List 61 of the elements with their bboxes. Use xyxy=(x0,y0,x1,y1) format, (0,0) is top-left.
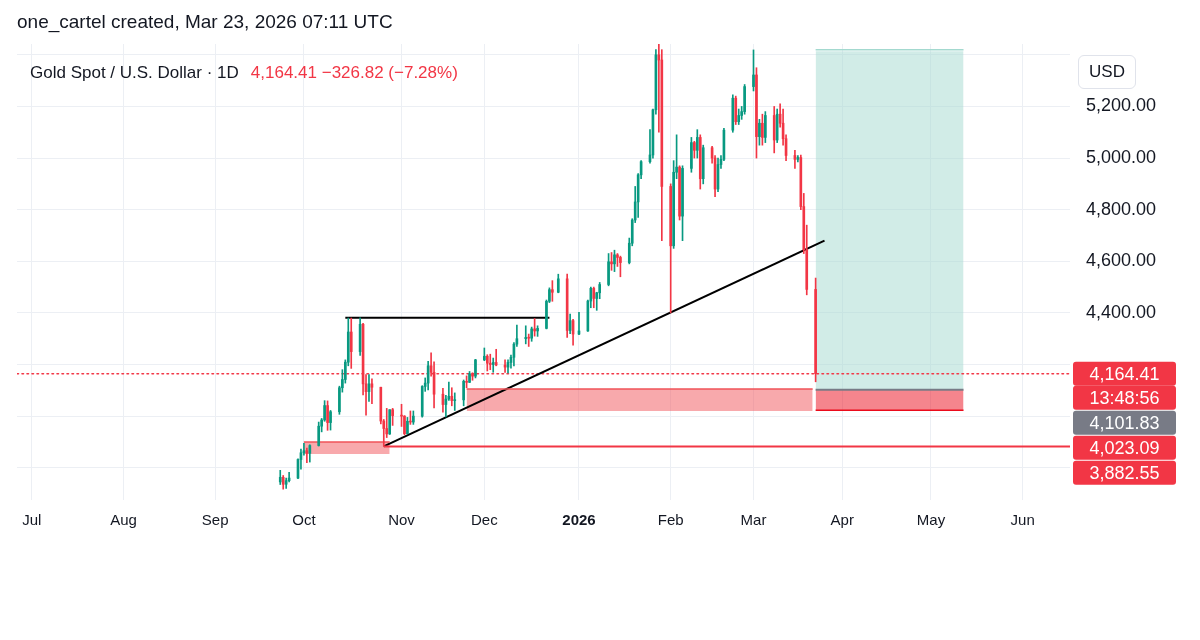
text: 4,023.09 xyxy=(1089,437,1160,458)
x-tick-label: Jul xyxy=(22,511,42,529)
candlestick xyxy=(453,392,457,411)
x-tick-label: Aug xyxy=(110,511,137,529)
candlestick xyxy=(468,371,471,383)
x-tick-label: May xyxy=(916,511,946,529)
candlestick xyxy=(607,253,610,287)
candlestick xyxy=(690,137,693,173)
y-axis-title: USD xyxy=(1078,55,1136,89)
candlestick xyxy=(761,113,764,146)
candlestick xyxy=(412,410,415,425)
x-tick-label: Apr xyxy=(830,511,854,529)
text: 4,101.83 xyxy=(1089,412,1160,433)
candlestick xyxy=(491,357,495,373)
candlestick xyxy=(693,140,696,159)
candlestick xyxy=(613,249,616,272)
candlestick xyxy=(551,280,554,302)
x-tick-label: Oct xyxy=(292,511,317,529)
y-tick-label: 4,800.00 xyxy=(1086,198,1157,219)
x-tick-label: Jun xyxy=(1010,511,1035,529)
x-tick-label: Nov xyxy=(388,511,416,529)
text: 3,882.55 xyxy=(1089,462,1160,483)
candlestick xyxy=(758,119,761,146)
x-tick-label: Mar xyxy=(740,511,767,529)
candlestick xyxy=(530,326,533,342)
candlestick xyxy=(406,417,409,435)
candlestick xyxy=(536,325,539,337)
candlestick xyxy=(474,359,477,379)
text: 13:48:56 xyxy=(1089,387,1160,408)
text: 4,164.41 −326.82 (−7.28%) xyxy=(250,63,458,82)
candlestick xyxy=(483,347,486,361)
candlestick xyxy=(752,49,755,92)
ref-line-label: 4,164.41 xyxy=(1089,363,1160,384)
x-tick-label: Feb xyxy=(657,511,684,529)
y-tick-label: 4,400.00 xyxy=(1086,301,1157,322)
text: one_cartel created, Mar 23, 2026 07:11 UTC xyxy=(17,10,393,35)
candlestick xyxy=(755,67,758,159)
candlestick xyxy=(669,183,673,314)
candlestick xyxy=(329,410,332,431)
x-tick-label: Sep xyxy=(201,511,229,529)
candlestick xyxy=(450,387,454,407)
candlestick xyxy=(610,252,613,271)
x-tick-label: 2026 xyxy=(562,511,596,529)
candlestick xyxy=(764,111,767,143)
y-tick-label: 5,200.00 xyxy=(1086,95,1157,116)
candlestick xyxy=(524,325,528,345)
candlestick xyxy=(681,165,684,241)
candlestick xyxy=(465,375,468,389)
text: Gold Spot / U.S. Dollar · 1D xyxy=(30,63,239,82)
candlestick xyxy=(462,379,465,407)
candlestick xyxy=(619,255,622,278)
y-tick-label: 4,600.00 xyxy=(1086,250,1157,271)
candlestick xyxy=(678,165,681,221)
y-tick-label: 5,000.00 xyxy=(1086,147,1157,168)
candlestick xyxy=(527,333,531,347)
x-tick-label: Dec xyxy=(471,511,499,529)
candlestick xyxy=(326,400,329,431)
candlestick xyxy=(388,409,392,435)
candlestick xyxy=(494,348,498,367)
candlestick xyxy=(391,408,394,426)
candlestick xyxy=(471,372,474,381)
